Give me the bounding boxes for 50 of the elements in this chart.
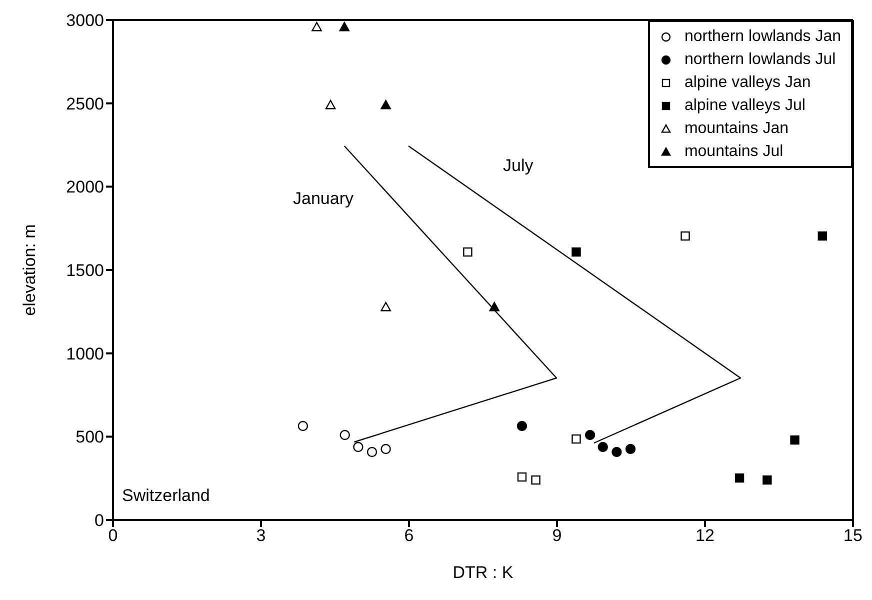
legend-label: northern lowlands Jan bbox=[684, 28, 841, 46]
point bbox=[734, 473, 744, 483]
legend-label: mountains Jul bbox=[684, 142, 784, 160]
y-tick-label: 500 bbox=[76, 428, 104, 447]
x-tick-label: 9 bbox=[552, 526, 562, 546]
point bbox=[612, 446, 622, 458]
y-tick-label: 3000 bbox=[66, 11, 104, 30]
annotation: July bbox=[503, 156, 534, 176]
point bbox=[366, 446, 378, 458]
point bbox=[325, 100, 336, 110]
point bbox=[680, 231, 690, 241]
point bbox=[531, 475, 540, 485]
point bbox=[312, 22, 322, 32]
y-axis-title: elevation: m bbox=[20, 224, 40, 316]
y-tick-label: 1000 bbox=[66, 344, 104, 364]
x-tick-label: 6 bbox=[404, 526, 414, 546]
point bbox=[572, 247, 581, 257]
x-tick-label: 12 bbox=[696, 526, 714, 546]
point bbox=[598, 442, 608, 452]
y-tick-label: 2500 bbox=[66, 94, 104, 114]
x-tick-label: 15 bbox=[844, 526, 862, 546]
legend-label: alpine valleys Jan bbox=[684, 74, 811, 92]
point bbox=[818, 231, 828, 241]
legend-label: northern lowlands Jul bbox=[684, 50, 836, 68]
point bbox=[340, 430, 350, 440]
point bbox=[572, 434, 581, 444]
x-tick-label: 3 bbox=[256, 526, 266, 546]
point bbox=[353, 442, 364, 452]
y-tick-label: 1500 bbox=[66, 261, 104, 280]
point bbox=[380, 302, 391, 312]
x-axis-title: DTR : K bbox=[452, 563, 514, 582]
point bbox=[790, 435, 800, 445]
legend-label: alpine valleys Jul bbox=[684, 96, 806, 114]
point bbox=[516, 420, 528, 432]
y-tick-label: 0 bbox=[94, 511, 104, 530]
legend-label: mountains Jan bbox=[684, 120, 789, 138]
x-tick-label: 0 bbox=[108, 526, 118, 546]
point bbox=[380, 100, 391, 110]
point bbox=[489, 302, 500, 312]
annotation: Switzerland bbox=[122, 486, 210, 506]
point bbox=[298, 420, 308, 432]
point bbox=[339, 22, 350, 32]
point bbox=[625, 444, 636, 454]
point bbox=[380, 444, 391, 454]
point bbox=[584, 430, 596, 440]
y-tick-label: 2000 bbox=[66, 178, 104, 197]
annotation: January bbox=[293, 189, 354, 209]
point bbox=[762, 475, 772, 485]
point bbox=[517, 472, 527, 482]
point bbox=[463, 247, 472, 257]
